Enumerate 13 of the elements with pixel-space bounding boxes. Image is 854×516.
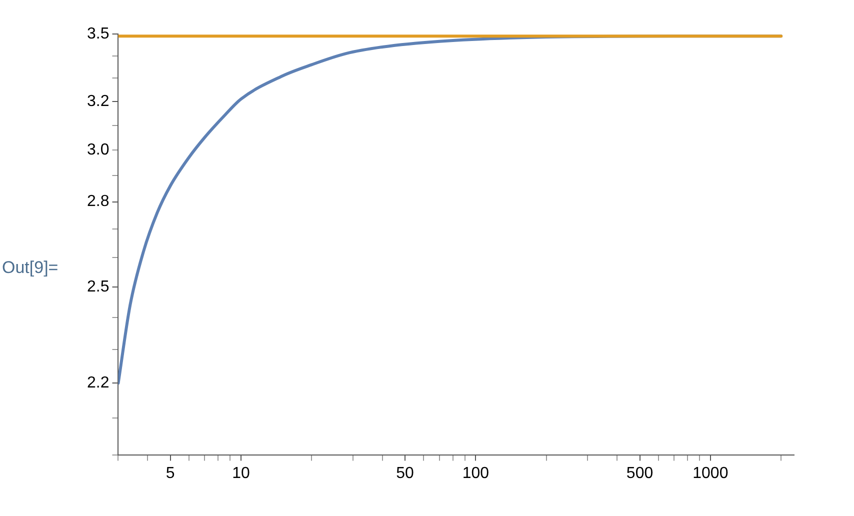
x-tick-label: 50 (396, 464, 414, 482)
x-tick-label: 100 (462, 464, 490, 482)
x-tick-label: 5 (166, 464, 175, 482)
x-tick-label: 1000 (692, 464, 728, 482)
x-tick-label: 500 (626, 464, 654, 482)
y-tick-label: 2.2 (86, 374, 110, 392)
y-tick-label: 3.5 (86, 25, 110, 42)
y-tick-label: 3.2 (86, 92, 110, 110)
y-tick-label: 2.5 (86, 278, 110, 296)
y-tick-label: 3.0 (86, 141, 110, 158)
text: Out[9]= (2, 258, 58, 278)
y-tick-label: 2.8 (86, 193, 110, 210)
x-tick-label: 10 (232, 464, 250, 482)
